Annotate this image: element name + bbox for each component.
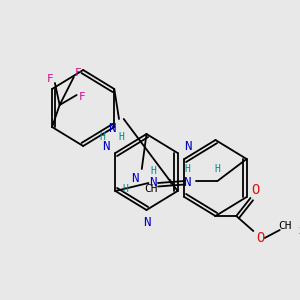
Text: N: N	[102, 140, 109, 154]
Text: O: O	[257, 231, 265, 245]
Text: N: N	[143, 215, 150, 229]
Text: H: H	[214, 164, 220, 174]
Text: F: F	[75, 68, 82, 78]
Text: N: N	[149, 176, 157, 190]
Text: N: N	[184, 176, 191, 190]
Text: H: H	[118, 132, 124, 142]
Text: F: F	[47, 74, 54, 84]
Text: H: H	[184, 164, 190, 174]
Text: N: N	[184, 140, 191, 154]
Text: N: N	[108, 122, 115, 136]
Text: H: H	[150, 166, 156, 176]
Text: H: H	[123, 184, 129, 194]
Text: CH: CH	[279, 221, 292, 231]
Text: 3: 3	[298, 226, 300, 236]
Text: CH: CH	[145, 184, 158, 194]
Text: O: O	[251, 183, 260, 197]
Text: F: F	[79, 92, 86, 102]
Text: H: H	[99, 132, 105, 142]
Text: 3: 3	[167, 179, 172, 188]
Text: N: N	[131, 172, 139, 185]
